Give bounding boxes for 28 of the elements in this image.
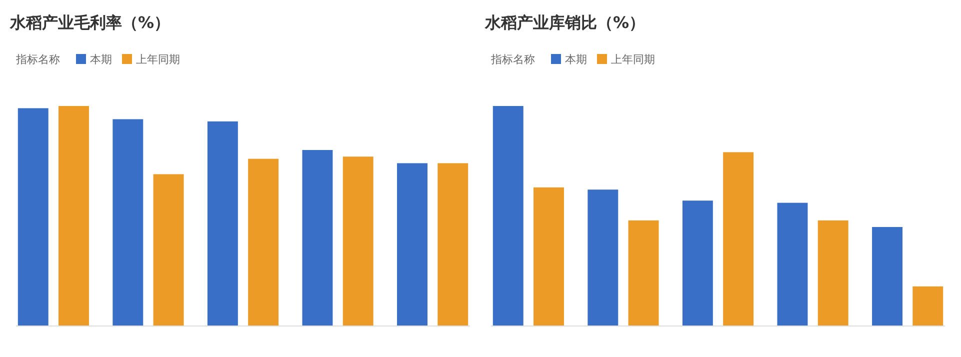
chart-title: 水稻产业毛利率（%）	[9, 13, 170, 32]
bar	[682, 200, 713, 326]
bar	[912, 286, 944, 326]
bar	[818, 220, 848, 326]
bar	[397, 163, 428, 326]
legend-title: 指标名称	[15, 53, 60, 66]
bar	[58, 106, 89, 326]
bar	[723, 152, 754, 326]
bar	[342, 156, 374, 326]
bar	[153, 174, 184, 326]
bar	[18, 108, 48, 326]
bar	[777, 202, 808, 326]
bar	[492, 106, 524, 326]
bar	[588, 190, 618, 326]
bar	[302, 150, 333, 326]
chart-title: 水稻产业库销比（%）	[484, 13, 646, 32]
bar	[248, 158, 279, 326]
legend-label: 本期	[565, 53, 587, 66]
bar	[872, 227, 902, 326]
legend-label: 上年同期	[611, 53, 655, 66]
bar	[112, 119, 144, 326]
bar	[628, 220, 659, 326]
bar	[207, 121, 238, 326]
bar	[534, 187, 564, 326]
bar	[438, 163, 468, 326]
legend-title: 指标名称	[490, 53, 535, 66]
legend-label: 本期	[90, 53, 112, 66]
legend-label: 上年同期	[136, 53, 180, 66]
